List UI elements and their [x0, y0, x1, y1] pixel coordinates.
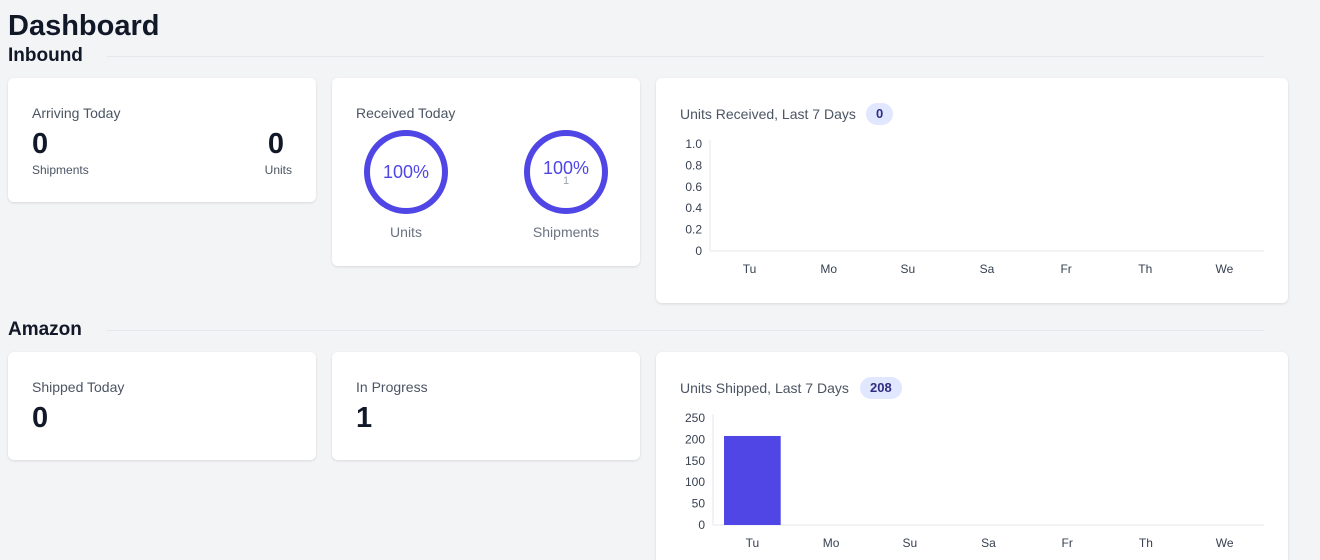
amazon-heading: Amazon	[8, 319, 82, 340]
bar-tu	[724, 435, 781, 525]
x-tick-label: Sa	[981, 536, 996, 550]
y-tick-label: 250	[685, 411, 705, 425]
shipped-today-label: Shipped Today	[32, 379, 125, 395]
units-shipped-card: Units Shipped, Last 7 Days 208 0 50 100 150…	[656, 352, 1288, 560]
units-received-chart: 0 0.2 0.4 0.6 0.8 1.0 Tu Mo Su Sa Fr Th We	[685, 137, 1264, 276]
arriving-units-label: Units	[264, 163, 292, 177]
inbound-heading: Inbound	[8, 45, 83, 66]
units-progress-ring: 100%	[364, 130, 448, 214]
x-tick-label: Fr	[1062, 536, 1073, 550]
x-tick-label: Th	[1138, 262, 1152, 276]
shipments-ring-count: 1	[562, 175, 570, 187]
x-tick-label: We	[1216, 536, 1234, 550]
x-tick-label: Mo	[823, 536, 840, 550]
x-tick-label: Fr	[1060, 262, 1071, 276]
shipped-today-card: Shipped Today 0	[8, 352, 316, 460]
x-tick-label: Sa	[980, 262, 995, 276]
units-received-card: Units Received, Last 7 Days 0 0 0.2 0.4 0.6…	[656, 78, 1288, 303]
y-tick-label: 0	[695, 244, 702, 258]
in-progress-value: 1	[356, 402, 373, 434]
x-tick-label: Mo	[820, 262, 837, 276]
shipped-today-value: 0	[32, 402, 49, 434]
x-tick-label: Tu	[746, 536, 760, 550]
x-tick-label: Su	[902, 536, 917, 550]
units-shipped-badge: 208	[860, 377, 902, 399]
y-tick-label: 0.2	[685, 223, 702, 237]
shipments-ring-percent: 100%	[542, 158, 590, 178]
shipments-progress-ring: 100% 1	[524, 130, 608, 214]
y-tick-label: 50	[692, 497, 706, 511]
x-tick-label: Tu	[743, 262, 757, 276]
in-progress-card: In Progress 1	[332, 352, 640, 460]
in-progress-label: In Progress	[356, 379, 428, 395]
y-tick-label: 0.8	[685, 158, 702, 172]
inbound-divider	[107, 56, 1264, 57]
y-tick-label: 150	[685, 454, 705, 468]
units-received-badge: 0	[866, 103, 894, 125]
x-tick-label: Su	[901, 262, 916, 276]
shipments-ring-circle	[524, 130, 608, 214]
units-ring-circle	[364, 130, 448, 214]
units-ring-percent: 100%	[382, 162, 430, 182]
received-today-card: Received Today 100% Units 100% 1 Shipmen…	[332, 78, 640, 266]
arriving-units-value: 0	[267, 128, 284, 160]
y-tick-label: 0.4	[685, 201, 702, 215]
y-tick-label: 0	[698, 518, 705, 532]
units-shipped-chart: 0 50 100 150 200 250 Tu Mo Su Sa Fr Th We	[685, 411, 1264, 550]
y-tick-label: 0.6	[685, 180, 702, 194]
y-tick-label: 1.0	[685, 137, 702, 151]
page-title: Dashboard	[8, 10, 160, 42]
amazon-divider	[107, 330, 1264, 331]
units-shipped-title: Units Shipped, Last 7 Days	[680, 380, 849, 396]
x-tick-label: Th	[1139, 536, 1153, 550]
received-today-label: Received Today	[356, 105, 456, 121]
arriving-shipments-label: Shipments	[32, 163, 89, 177]
units-received-title: Units Received, Last 7 Days	[680, 106, 856, 122]
arriving-today-label: Arriving Today	[32, 105, 121, 121]
units-ring-caption: Units	[390, 224, 422, 240]
arriving-shipments-value: 0	[32, 128, 49, 160]
x-tick-label: We	[1216, 262, 1234, 276]
y-tick-label: 100	[685, 475, 705, 489]
arriving-today-card: Arriving Today 0 Shipments 0 Units	[8, 78, 316, 202]
y-tick-label: 200	[685, 432, 705, 446]
shipments-ring-caption: Shipments	[532, 224, 600, 240]
